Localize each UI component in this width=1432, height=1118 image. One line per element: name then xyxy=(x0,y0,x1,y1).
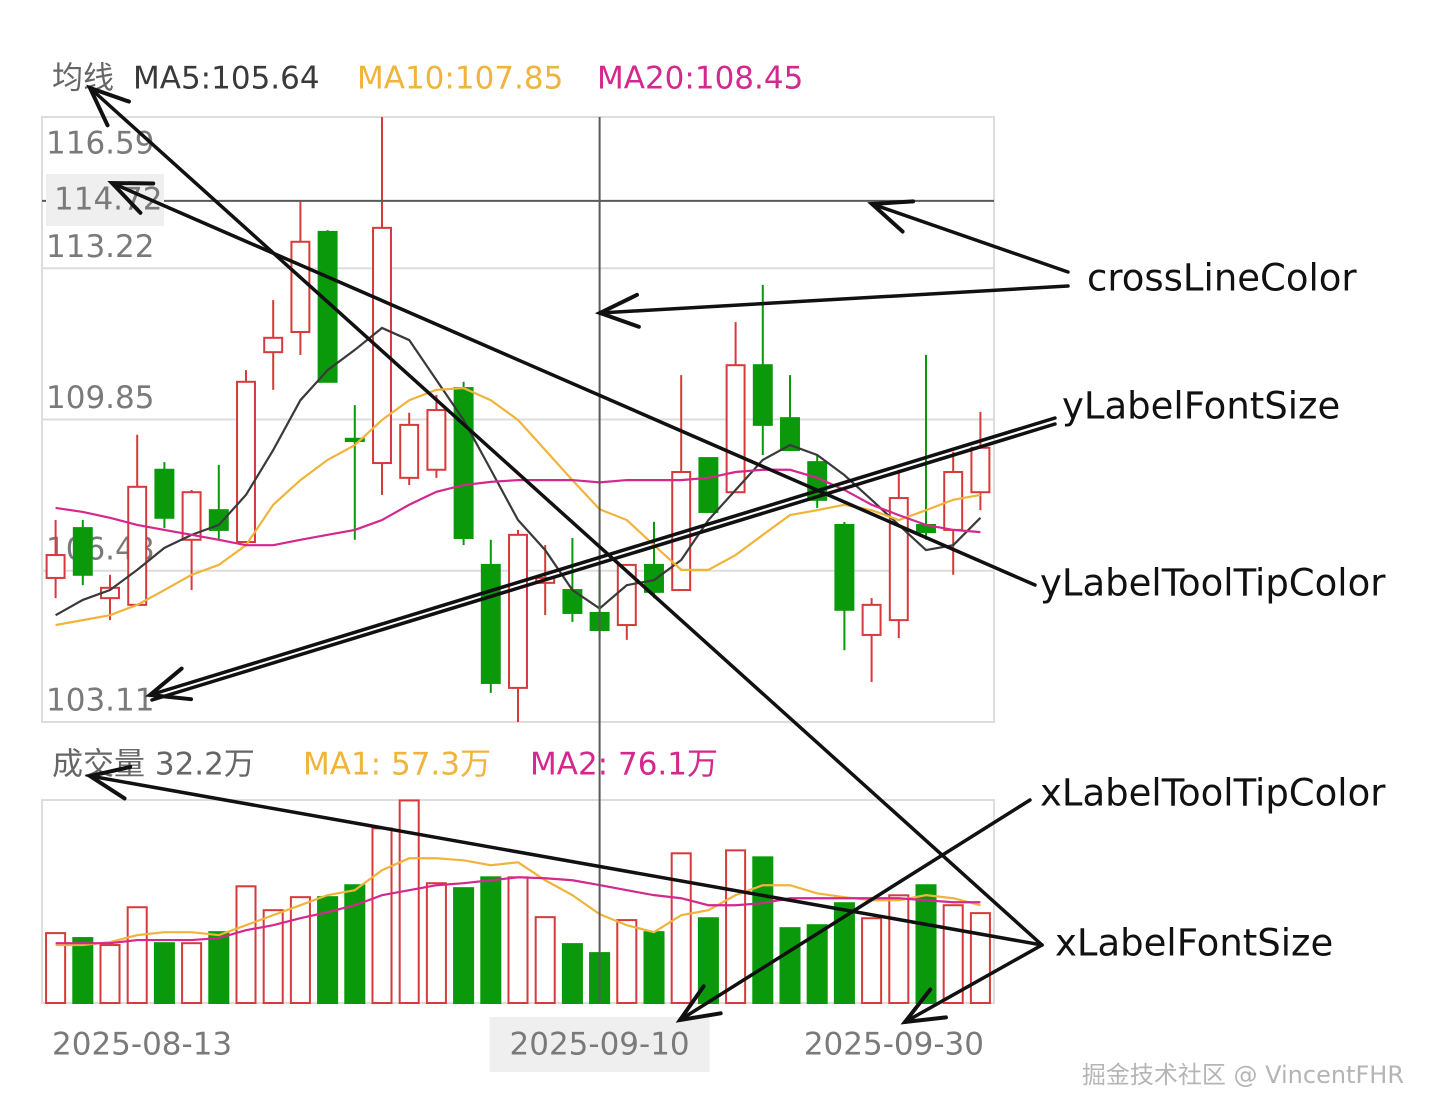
arrow xyxy=(107,180,1037,587)
arrow xyxy=(675,798,1032,1023)
legend-title: 均线 xyxy=(52,61,114,97)
candle-body xyxy=(263,336,284,354)
ma-line xyxy=(55,468,981,547)
candle-body xyxy=(399,423,420,479)
x-tick-label: 2025-09-10 xyxy=(510,1027,690,1063)
volume-bar xyxy=(561,943,583,1004)
candle-body xyxy=(154,468,175,519)
volume-bar xyxy=(806,924,828,1005)
watermark: 掘金技术社区 @ VincentFHR xyxy=(1082,1061,1404,1089)
legend-entry: MA2: 76.1万 xyxy=(530,747,718,783)
annotations: crossLineColor yLabelFontSize yLabelTool… xyxy=(84,84,1404,1089)
volume-bar xyxy=(289,896,311,1004)
candle-body xyxy=(127,485,148,606)
volume-bar xyxy=(752,856,774,1004)
candle-body xyxy=(644,563,664,593)
candle-body xyxy=(72,527,93,576)
volume-bar xyxy=(616,919,638,1004)
legend-entry: MA1: 57.3万 xyxy=(303,747,491,783)
plot: 116.59113.22109.85106.48103.11114.722025… xyxy=(41,61,995,1072)
candle-body xyxy=(698,457,719,513)
candle-body xyxy=(752,364,773,426)
candle-body xyxy=(45,554,66,579)
volume-bar xyxy=(969,912,991,1004)
volume-bar xyxy=(262,909,284,1004)
annotation: xLabelToolTipColor xyxy=(1040,772,1386,815)
volume-bar xyxy=(643,931,665,1004)
volume-bar xyxy=(181,942,203,1005)
arrow xyxy=(594,284,1070,329)
arrow xyxy=(84,764,1044,947)
arrow xyxy=(86,84,1044,947)
candle-body xyxy=(208,509,229,531)
y-tick-label: 103.11 xyxy=(46,683,154,719)
x-tick-label: 2025-09-30 xyxy=(804,1027,984,1063)
volume-bar xyxy=(126,906,148,1004)
candle-body xyxy=(508,533,528,689)
arrow xyxy=(145,416,1057,702)
volume-bar xyxy=(534,916,556,1004)
candle-body xyxy=(236,380,256,544)
volume-bar xyxy=(208,931,230,1004)
volume-bar xyxy=(453,887,475,1004)
legend-entry: MA5:105.64 xyxy=(133,61,320,97)
candle-body xyxy=(616,563,637,627)
candle-body xyxy=(372,226,392,465)
volume-bar xyxy=(317,896,339,1004)
annotation: yLabelToolTipColor xyxy=(1040,562,1386,605)
candle-body xyxy=(725,364,746,494)
volume-bar xyxy=(344,884,366,1004)
annotation: xLabelFontSize xyxy=(1055,922,1333,965)
candle-body xyxy=(344,437,365,443)
volume-bar xyxy=(507,876,529,1004)
annotation: yLabelFontSize xyxy=(1062,385,1340,428)
y-tick-label: 113.22 xyxy=(46,229,154,265)
candle-body xyxy=(181,491,202,541)
volume-bar xyxy=(72,937,94,1004)
volume-ma-line xyxy=(55,876,981,945)
volume-bar xyxy=(480,876,502,1004)
candle-body xyxy=(480,563,501,684)
volume-bar xyxy=(99,944,121,1004)
candle-body xyxy=(970,446,991,494)
arrow xyxy=(150,422,1057,702)
volume-bar xyxy=(235,885,257,1004)
arrow xyxy=(900,943,1044,1025)
arrow xyxy=(867,199,1070,274)
volume-bar xyxy=(45,932,67,1005)
volume-bar xyxy=(670,852,692,1005)
volume-bar xyxy=(697,917,719,1005)
ma-line xyxy=(55,386,981,627)
volume-bar xyxy=(833,902,855,1005)
volume-bar xyxy=(398,799,420,1005)
x-tooltip-bg xyxy=(489,1017,710,1072)
ma-line xyxy=(55,326,982,617)
volume-bar xyxy=(153,942,175,1005)
x-tick-label: 2025-08-13 xyxy=(52,1027,232,1063)
volume-bar xyxy=(888,894,910,1004)
candle-body xyxy=(317,230,338,383)
candle-body xyxy=(780,417,800,452)
volume-bar xyxy=(425,882,447,1004)
legend-entry: MA20:108.45 xyxy=(597,61,803,97)
annotation: crossLineColor xyxy=(1087,257,1357,300)
volume-bar xyxy=(915,884,937,1004)
volume-bar xyxy=(942,904,964,1004)
candle-body xyxy=(290,240,311,333)
volume-bar xyxy=(861,917,883,1005)
candle-body xyxy=(861,603,882,636)
candle-body xyxy=(426,409,447,471)
volume-legend-title: 成交量 32.2万 xyxy=(52,747,255,783)
candle-body xyxy=(834,523,855,611)
y-tick-label: 109.85 xyxy=(46,380,154,416)
volume-bar xyxy=(779,927,801,1005)
volume-bar xyxy=(371,827,393,1005)
volume-ma-line xyxy=(55,857,981,947)
legend-entry: MA10:107.85 xyxy=(357,61,563,97)
